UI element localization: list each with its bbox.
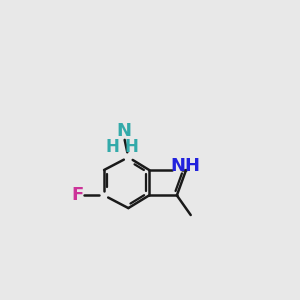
- Text: NH: NH: [171, 157, 201, 175]
- Text: H: H: [125, 138, 139, 156]
- Text: N: N: [116, 122, 131, 140]
- Text: H: H: [106, 138, 120, 156]
- Text: F: F: [71, 186, 84, 204]
